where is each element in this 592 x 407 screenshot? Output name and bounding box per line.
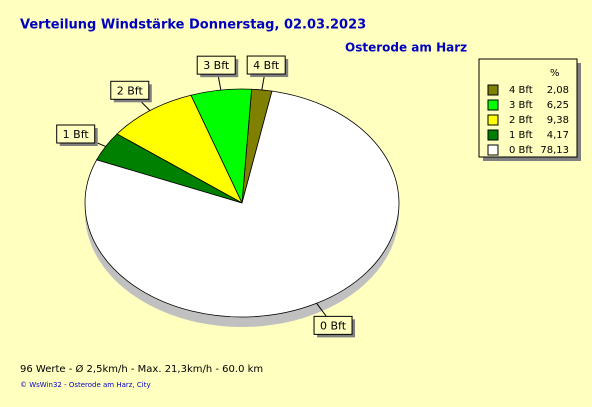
legend-swatch	[487, 114, 499, 126]
label-box	[246, 55, 286, 75]
legend-value: 9,38	[547, 115, 569, 126]
slice-label: 1 Bft	[63, 128, 90, 141]
legend-label: 4 Bft	[509, 85, 533, 96]
legend-label: 1 Bft	[509, 130, 533, 141]
slice-label: 3 Bft	[203, 59, 230, 72]
legend-swatch	[487, 84, 499, 96]
footer-note: 96 Werte - Ø 2,5km/h - Max. 21,3km/h - 6…	[20, 363, 263, 375]
legend-swatch	[487, 144, 499, 156]
legend-value: 78,13	[540, 145, 569, 156]
pie-slice	[116, 94, 243, 204]
legend-label: 2 Bft	[509, 115, 533, 126]
legend-label: 3 Bft	[509, 100, 533, 111]
chart-title: Verteilung Windstärke Donnerstag, 02.03.…	[20, 18, 366, 33]
label-box	[110, 80, 150, 100]
chart-subtitle: Osterode am Harz	[345, 41, 467, 55]
credit-note: © WsWin32 - Osterode am Harz, City	[20, 381, 151, 389]
slice-label: 2 Bft	[117, 84, 144, 97]
legend-value: 4,17	[547, 130, 569, 141]
label-box	[56, 124, 96, 144]
label-box	[196, 55, 236, 75]
legend-value: 6,25	[547, 100, 569, 111]
legend-header: %	[550, 68, 560, 79]
legend-swatch	[487, 99, 499, 111]
legend-label: 0 Bft	[509, 145, 533, 156]
slice-label: 4 Bft	[253, 59, 280, 72]
legend-swatch	[487, 129, 499, 141]
label-box	[313, 315, 353, 335]
slice-label: 0 Bft	[320, 319, 347, 332]
legend-value: 2,08	[547, 85, 569, 96]
